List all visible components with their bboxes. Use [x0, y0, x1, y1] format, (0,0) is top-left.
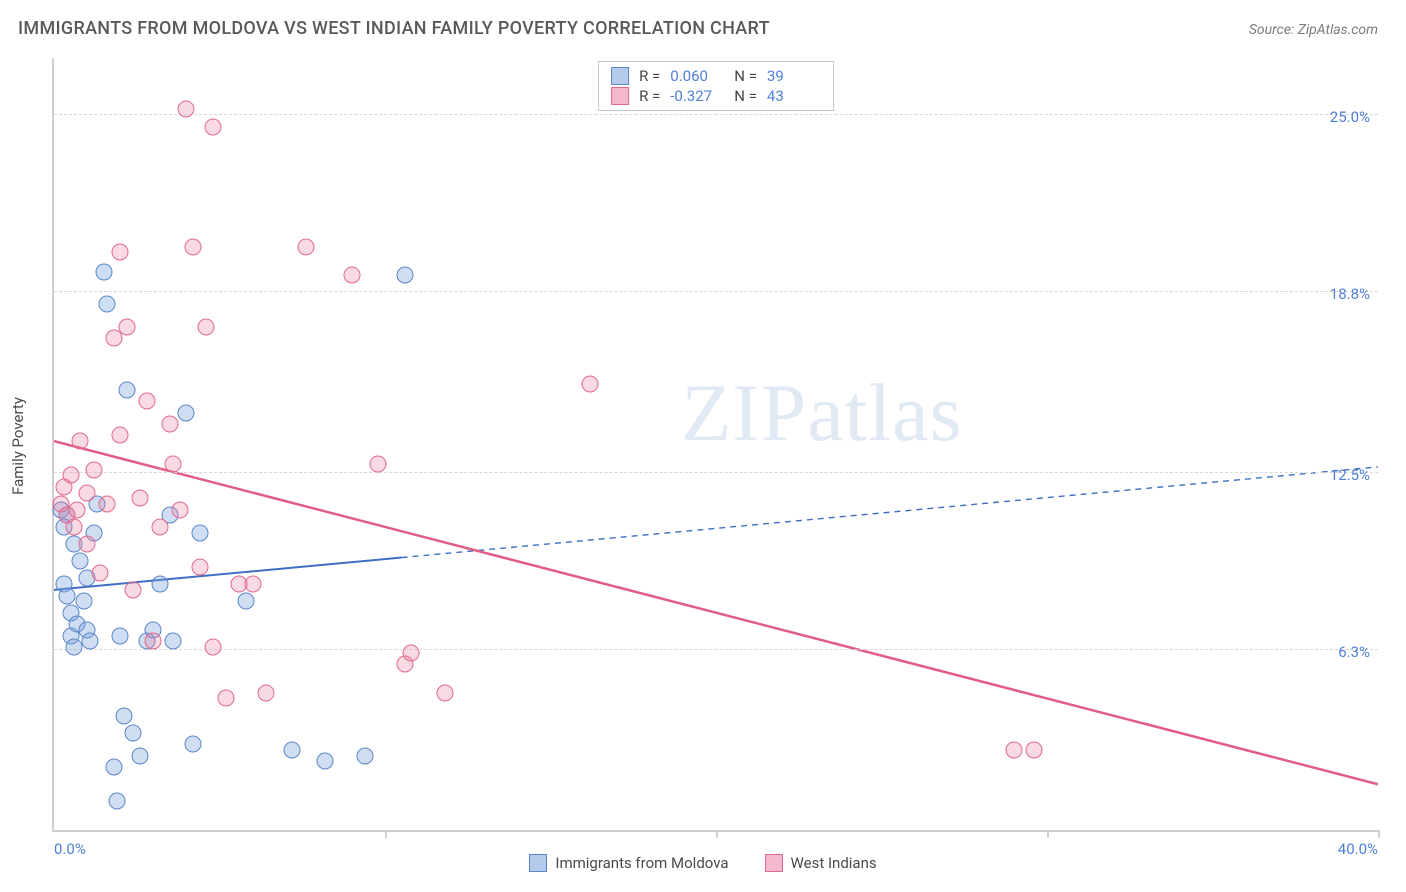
- stats-row-westindians: R = -0.327 N = 43: [611, 86, 821, 106]
- legend-item-moldova: Immigrants from Moldova: [529, 854, 728, 872]
- data-point-moldova: [65, 639, 82, 656]
- data-point-west_indians: [118, 318, 135, 335]
- data-point-moldova: [75, 593, 92, 610]
- data-point-moldova: [191, 524, 208, 541]
- data-point-moldova: [98, 295, 115, 312]
- trend-line-west_indians: [54, 441, 1378, 784]
- data-point-moldova: [132, 747, 149, 764]
- data-point-west_indians: [204, 639, 221, 656]
- data-point-west_indians: [370, 456, 387, 473]
- data-point-west_indians: [198, 318, 215, 335]
- y-tick-label: 12.5%: [1330, 466, 1370, 484]
- trend-line-moldova-extrapolated: [402, 467, 1378, 558]
- grid-line-h: [54, 291, 1378, 292]
- data-point-west_indians: [343, 267, 360, 284]
- r-value-moldova: 0.060: [670, 67, 724, 85]
- data-point-west_indians: [257, 684, 274, 701]
- data-point-west_indians: [138, 393, 155, 410]
- source-label: Source:: [1249, 22, 1298, 38]
- data-point-moldova: [185, 736, 202, 753]
- data-point-west_indians: [112, 427, 129, 444]
- data-point-west_indians: [161, 416, 178, 433]
- data-point-moldova: [115, 707, 132, 724]
- swatch-pink-icon: [765, 854, 783, 872]
- data-point-west_indians: [125, 581, 142, 598]
- legend-item-westindians: West Indians: [765, 854, 877, 872]
- data-point-moldova: [108, 793, 125, 810]
- data-point-west_indians: [165, 456, 182, 473]
- data-point-moldova: [151, 576, 168, 593]
- chart-container: ZIPatlas R = 0.060 N = 39 R = -0.327 N =…: [52, 58, 1378, 832]
- chart-title: IMMIGRANTS FROM MOLDOVA VS WEST INDIAN F…: [18, 18, 770, 39]
- y-tick-label: 25.0%: [1330, 108, 1370, 126]
- data-point-west_indians: [92, 564, 109, 581]
- swatch-blue-icon: [529, 854, 547, 872]
- data-point-moldova: [396, 267, 413, 284]
- data-point-west_indians: [403, 644, 420, 661]
- data-point-moldova: [125, 724, 142, 741]
- data-point-west_indians: [218, 690, 235, 707]
- plot-area: ZIPatlas R = 0.060 N = 39 R = -0.327 N =…: [52, 58, 1378, 832]
- data-point-moldova: [118, 381, 135, 398]
- grid-line-h: [54, 114, 1378, 115]
- data-point-moldova: [317, 753, 334, 770]
- data-point-west_indians: [132, 490, 149, 507]
- trend-lines: [54, 58, 1378, 830]
- data-point-moldova: [105, 759, 122, 776]
- data-point-west_indians: [85, 461, 102, 478]
- correlation-stats-box: R = 0.060 N = 39 R = -0.327 N = 43: [598, 61, 834, 111]
- data-point-west_indians: [582, 375, 599, 392]
- n-value-westindians: 43: [767, 87, 821, 105]
- data-point-west_indians: [204, 118, 221, 135]
- watermark: ZIPatlas: [681, 366, 962, 460]
- swatch-pink-icon: [611, 87, 629, 105]
- data-point-west_indians: [171, 501, 188, 518]
- y-tick-label: 6.3%: [1338, 643, 1370, 661]
- bottom-legend: Immigrants from Moldova West Indians: [0, 854, 1406, 872]
- grid-line-h: [54, 472, 1378, 473]
- stats-row-moldova: R = 0.060 N = 39: [611, 66, 821, 86]
- data-point-west_indians: [79, 484, 96, 501]
- data-point-west_indians: [65, 518, 82, 535]
- data-point-moldova: [237, 593, 254, 610]
- data-point-west_indians: [436, 684, 453, 701]
- data-point-west_indians: [72, 433, 89, 450]
- data-point-west_indians: [145, 633, 162, 650]
- data-point-west_indians: [191, 558, 208, 575]
- data-point-moldova: [112, 627, 129, 644]
- data-point-west_indians: [62, 467, 79, 484]
- data-point-west_indians: [151, 518, 168, 535]
- source-attribution: Source: ZipAtlas.com: [1249, 22, 1378, 38]
- data-point-moldova: [82, 633, 99, 650]
- data-point-moldova: [284, 741, 301, 758]
- x-tick-mark: [1378, 830, 1380, 838]
- data-point-west_indians: [185, 238, 202, 255]
- swatch-blue-icon: [611, 67, 629, 85]
- x-tick-mark: [385, 830, 387, 838]
- data-point-moldova: [357, 747, 374, 764]
- data-point-moldova: [178, 404, 195, 421]
- r-value-westindians: -0.327: [670, 87, 724, 105]
- data-point-west_indians: [69, 501, 86, 518]
- data-point-west_indians: [178, 101, 195, 118]
- data-point-west_indians: [98, 496, 115, 513]
- y-tick-label: 18.8%: [1330, 285, 1370, 303]
- source-name[interactable]: ZipAtlas.com: [1298, 22, 1378, 38]
- data-point-west_indians: [79, 536, 96, 553]
- data-point-moldova: [59, 587, 76, 604]
- n-value-moldova: 39: [767, 67, 821, 85]
- data-point-west_indians: [297, 238, 314, 255]
- x-tick-mark: [1047, 830, 1049, 838]
- x-tick-mark: [716, 830, 718, 838]
- data-point-west_indians: [244, 576, 261, 593]
- grid-line-h: [54, 649, 1378, 650]
- y-axis-label: Family Poverty: [9, 397, 27, 495]
- data-point-moldova: [72, 553, 89, 570]
- data-point-moldova: [165, 633, 182, 650]
- data-point-west_indians: [112, 244, 129, 261]
- header: IMMIGRANTS FROM MOLDOVA VS WEST INDIAN F…: [0, 0, 1406, 49]
- data-point-moldova: [95, 264, 112, 281]
- data-point-west_indians: [1025, 741, 1042, 758]
- data-point-west_indians: [1005, 741, 1022, 758]
